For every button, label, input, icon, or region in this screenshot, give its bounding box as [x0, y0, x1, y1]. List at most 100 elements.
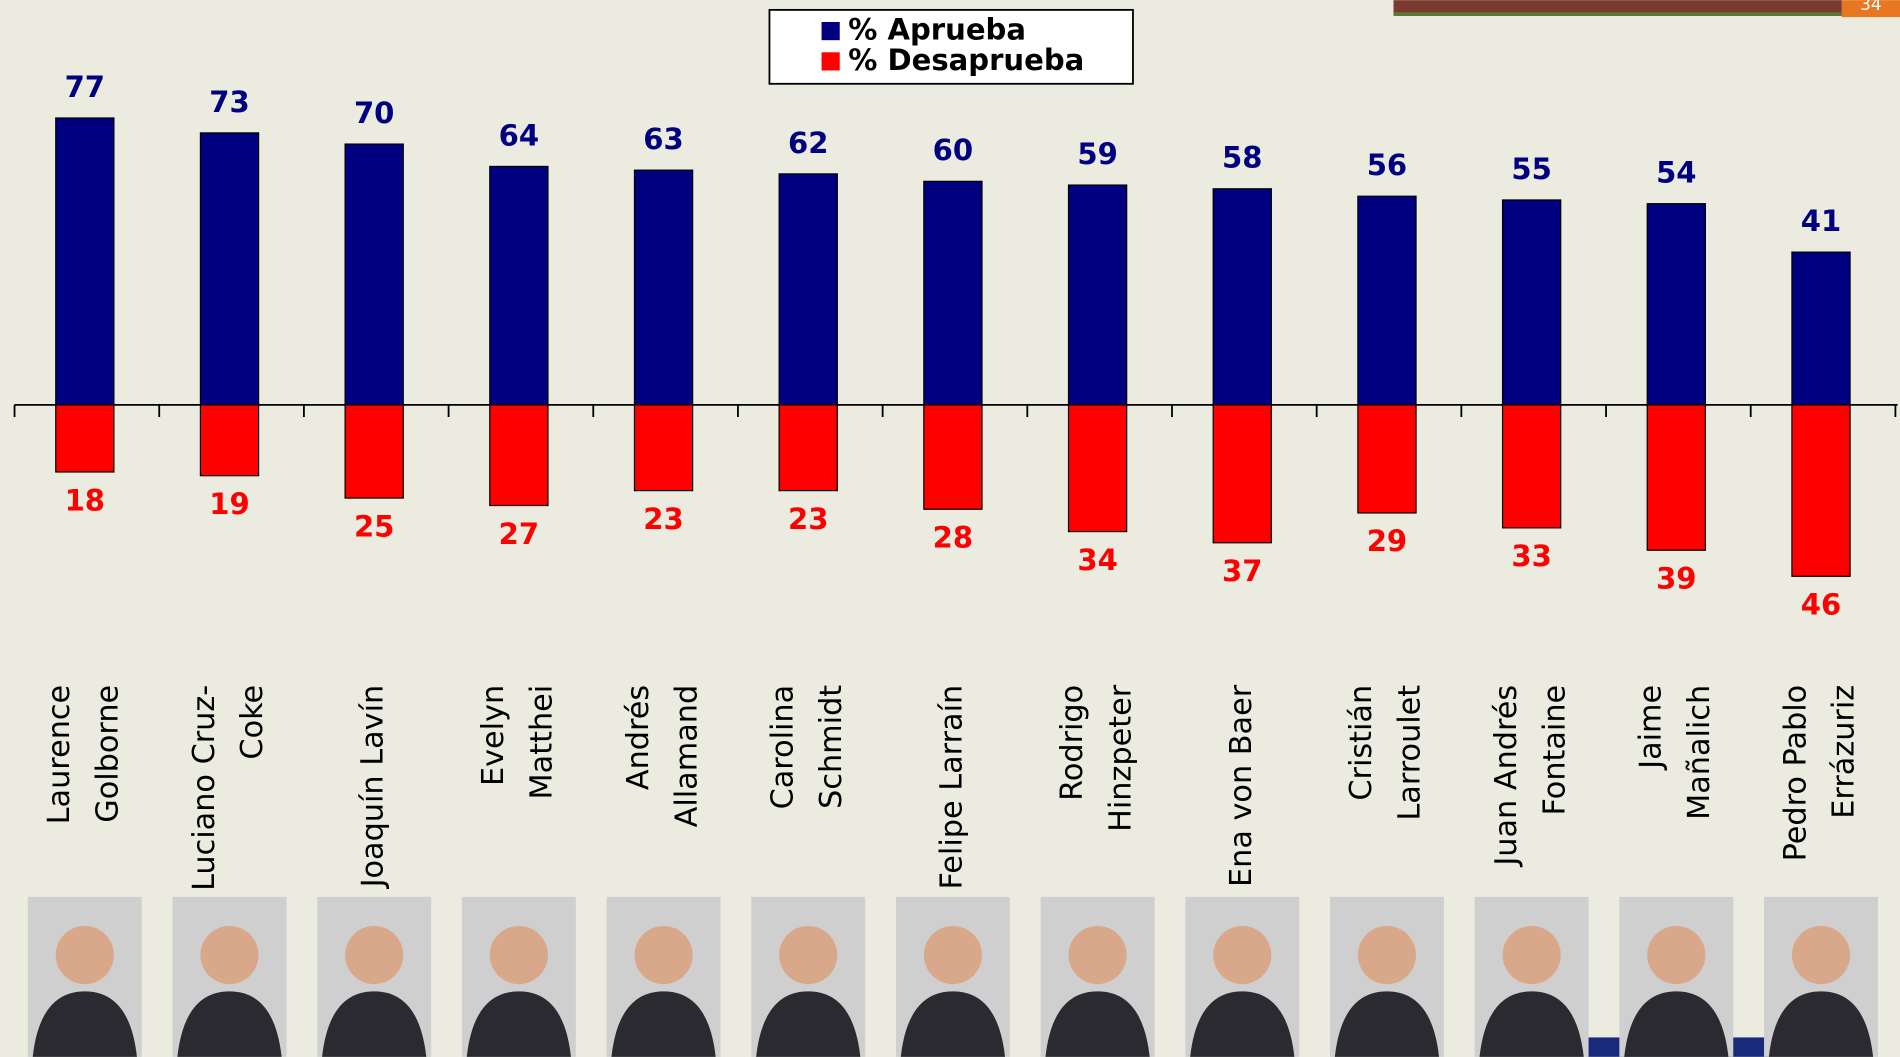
portrait-head [200, 925, 259, 985]
data-label: 54 [1656, 156, 1696, 190]
data-label: 23 [643, 502, 683, 536]
header-image [1393, 0, 1842, 16]
data-label: 29 [1367, 524, 1407, 558]
bar [1212, 188, 1272, 406]
category-label: Larroulet [1393, 685, 1428, 821]
data-label: 70 [354, 96, 394, 130]
bar [923, 404, 983, 510]
data-label: 34 [1077, 543, 1117, 577]
portrait-head [1502, 925, 1561, 985]
category-label: Rodrigo [1055, 685, 1090, 801]
category-label: Felipe Larraín [934, 685, 969, 890]
portrait-head [1068, 925, 1127, 985]
bar [55, 117, 115, 406]
data-label: 23 [788, 502, 828, 536]
category-label: Andrés [621, 685, 656, 790]
bar [55, 404, 115, 473]
bar [1357, 195, 1417, 406]
category-label: Jaime [1634, 685, 1669, 771]
data-label: 62 [788, 126, 828, 160]
category-label: Allamand [669, 685, 704, 828]
data-label: 28 [933, 521, 973, 555]
category-label: Evelyn [476, 685, 511, 786]
portrait-body [1334, 991, 1440, 1057]
data-label: 27 [499, 517, 539, 551]
category-label: Fontaine [1537, 685, 1572, 816]
portrait-head [1791, 925, 1851, 985]
data-label: 41 [1801, 204, 1841, 238]
category-label: Hinzpeter [1103, 684, 1138, 832]
legend-swatch [821, 52, 840, 71]
data-label: 19 [209, 487, 249, 521]
bar [778, 404, 838, 492]
portrait-head [1357, 925, 1417, 985]
page-number-box [1841, 0, 1900, 18]
bar [344, 404, 404, 499]
data-label: 46 [1801, 588, 1841, 622]
data-label: 56 [1367, 148, 1407, 182]
portrait-head [923, 925, 982, 985]
bar [1501, 199, 1562, 406]
bar [1646, 404, 1707, 551]
bar [1212, 404, 1272, 544]
portrait-head [634, 925, 693, 985]
portrait-body [466, 991, 571, 1057]
portrait-head [489, 925, 548, 985]
category-label: Ena von Baer [1224, 684, 1259, 887]
legend-label: % Aprueba [848, 13, 1026, 47]
bar [1357, 404, 1417, 514]
data-label: 33 [1511, 539, 1551, 573]
portrait-body [900, 991, 1006, 1057]
bar [1067, 184, 1128, 406]
portrait-body [322, 991, 427, 1057]
bar [344, 143, 404, 406]
data-label: 39 [1656, 562, 1696, 596]
portrait-body [1479, 991, 1584, 1057]
data-label: 58 [1222, 141, 1262, 175]
bar [633, 404, 694, 492]
portrait-body [1190, 991, 1295, 1057]
category-label: Pedro Pablo [1778, 685, 1813, 862]
portrait-body [756, 991, 861, 1057]
portrait-head [779, 925, 838, 985]
category-label: Matthei [525, 685, 560, 800]
category-label: Carolina [765, 685, 800, 810]
page-number: 34 [1860, 0, 1882, 14]
category-label: Golborne [91, 685, 126, 823]
data-label: 59 [1077, 137, 1117, 171]
category-label: Luciano Cruz- [187, 685, 222, 891]
bar [199, 404, 260, 477]
bar [489, 165, 549, 406]
bar [489, 404, 549, 507]
data-label: 73 [209, 85, 249, 119]
bar [1646, 203, 1707, 406]
portrait-body [1624, 991, 1729, 1057]
portrait-body [1045, 991, 1150, 1057]
category-label: Juan Andrés [1489, 685, 1524, 868]
category-label: Errázuriz [1827, 685, 1862, 819]
portrait-body [611, 991, 716, 1057]
portrait-head [345, 925, 404, 985]
data-label: 60 [933, 133, 973, 167]
bar [1501, 404, 1562, 529]
data-label: 37 [1222, 554, 1262, 588]
bar [778, 173, 838, 406]
bar [199, 132, 260, 406]
portrait-body [1768, 991, 1874, 1057]
header-image-strip [1393, 12, 1842, 16]
data-label: 18 [65, 483, 105, 517]
portrait-body [32, 991, 137, 1057]
bar [1791, 404, 1851, 577]
category-label: Mañalich [1682, 685, 1717, 820]
category-label: Schmidt [814, 685, 849, 809]
portrait-body [177, 991, 282, 1057]
data-label: 63 [643, 122, 683, 156]
category-label: Coke [235, 685, 270, 760]
bar [633, 169, 694, 406]
bar [1067, 404, 1128, 533]
bar [923, 180, 983, 406]
portrait-head [55, 925, 114, 985]
data-label: 25 [354, 509, 394, 543]
category-label: Cristián [1344, 685, 1379, 801]
